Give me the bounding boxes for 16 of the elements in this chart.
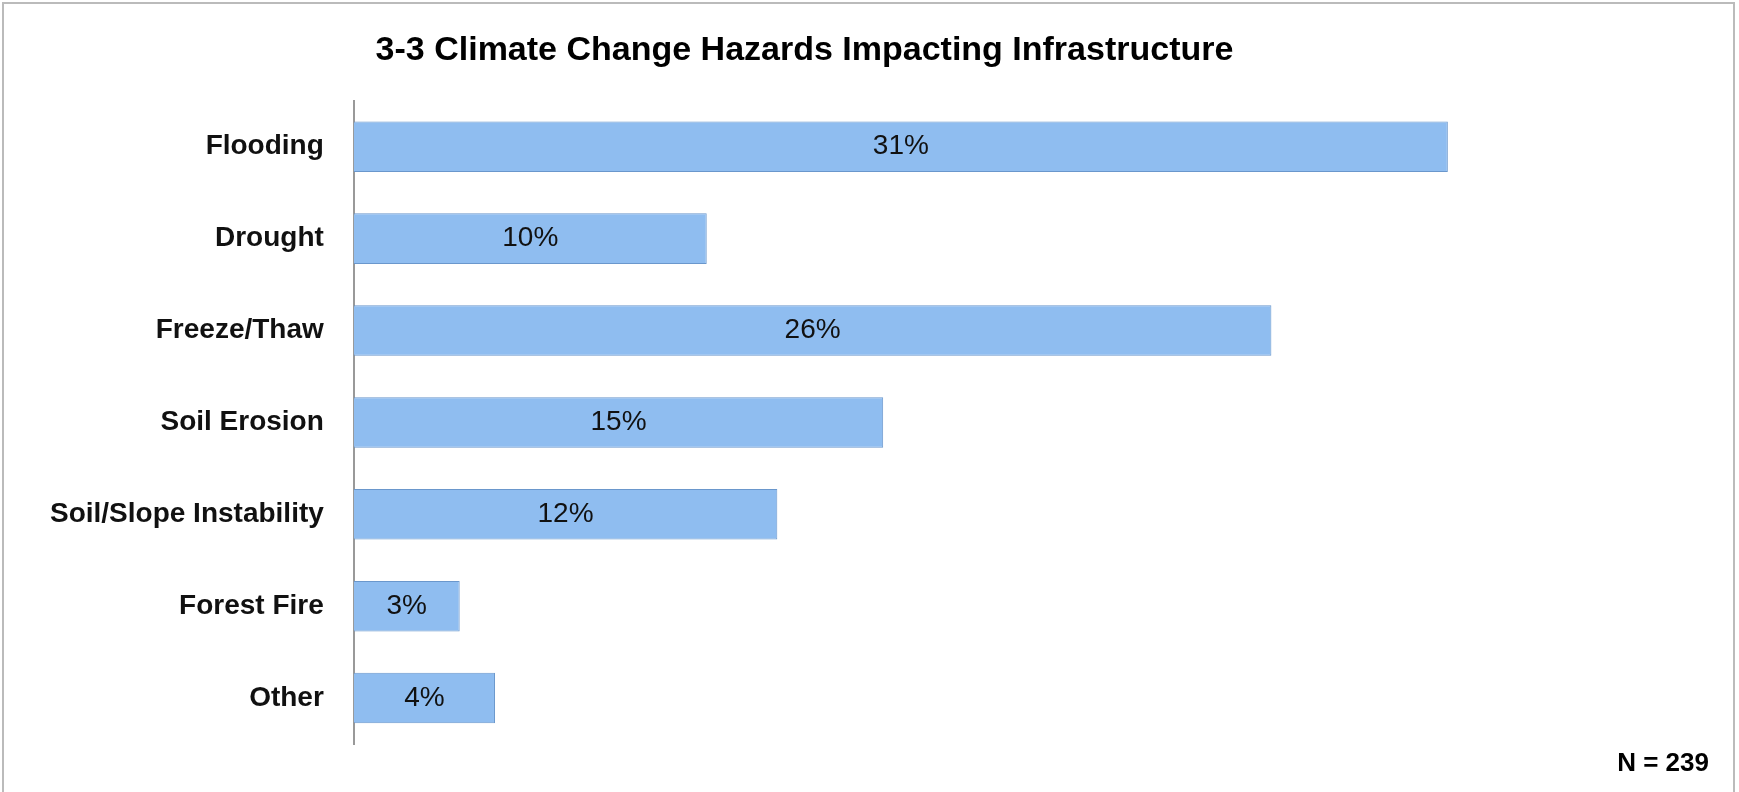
data-label: 3% [386, 588, 427, 620]
y-tick-label: Flooding [205, 129, 324, 161]
text: N = 239 [1617, 747, 1709, 778]
data-label: 26% [784, 313, 841, 345]
y-tick-label: Drought [214, 221, 324, 253]
y-tick-label: Forest Fire [179, 588, 324, 620]
y-tick-label: Other [249, 680, 324, 712]
data-label: 31% [872, 129, 929, 161]
data-label: 10% [502, 221, 559, 253]
y-tick-label: Soil Erosion [160, 405, 324, 437]
y-tick-label: Freeze/Thaw [155, 313, 325, 345]
y-tick-label: Soil/Slope Instability [49, 497, 325, 528]
chart-title: 3-3 Climate Change Hazards Impacting Infrastructure [375, 28, 1234, 67]
data-label: 12% [537, 497, 594, 528]
data-label: 15% [590, 405, 647, 437]
data-label: 4% [404, 680, 445, 712]
